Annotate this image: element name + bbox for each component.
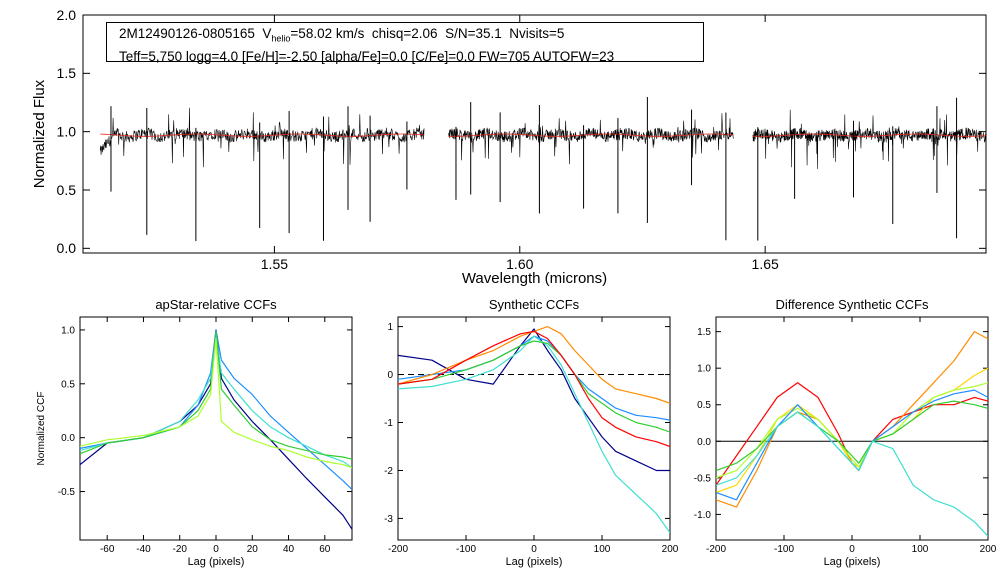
x-tick-label: -200 bbox=[706, 544, 726, 555]
x-tick-label: 100 bbox=[912, 544, 929, 555]
x-tick-label: 0 bbox=[213, 544, 219, 555]
x-tick-label: 40 bbox=[283, 544, 295, 555]
y-tick-label: 1.5 bbox=[57, 65, 77, 81]
panel-title: apStar-relative CCFs bbox=[155, 297, 277, 312]
plot-frame-2 bbox=[397, 316, 671, 541]
plot-frame-3 bbox=[715, 316, 989, 541]
y-tick-label: -3 bbox=[384, 514, 393, 525]
x-axis-label: Lag (pixels) bbox=[824, 556, 881, 568]
plot-area-3 bbox=[716, 331, 988, 537]
vhelio-value: =58.02 km/s bbox=[290, 26, 365, 41]
y-tick-label: -1.0 bbox=[694, 510, 712, 521]
ccf-series-4 bbox=[716, 382, 988, 479]
ccf-series-3 bbox=[398, 335, 670, 534]
y-tick-label: 1.0 bbox=[697, 364, 711, 375]
y-tick-label: 1.0 bbox=[57, 124, 77, 140]
chisq: chisq=2.06 bbox=[371, 26, 438, 41]
x-tick-label: -100 bbox=[456, 544, 476, 555]
x-tick-label: 1.65 bbox=[752, 256, 779, 272]
x-axis-label: Wavelength (microns) bbox=[462, 270, 607, 287]
y-tick-label: 0.5 bbox=[61, 379, 75, 390]
ccf-series-4 bbox=[80, 331, 352, 460]
x-tick-label: 200 bbox=[980, 544, 997, 555]
y-tick-label: 1 bbox=[387, 322, 393, 333]
vhelio-label: V bbox=[262, 26, 272, 41]
y-tick-label: 0.0 bbox=[697, 437, 711, 448]
y-tick-label: 0.5 bbox=[57, 182, 77, 198]
y-tick-label: -2 bbox=[384, 466, 393, 477]
x-tick-label: 0 bbox=[849, 544, 855, 555]
ccf-series-1 bbox=[398, 328, 670, 472]
ccf-series-7 bbox=[716, 411, 988, 537]
plot-area-0 bbox=[99, 97, 986, 242]
x-tick-label: -60 bbox=[100, 544, 115, 555]
nvisits: Nvisits=5 bbox=[509, 26, 565, 41]
ccf-series-4 bbox=[398, 340, 670, 433]
y-axis-label: Normalized CCF bbox=[36, 392, 47, 466]
star-id: 2M12490126-0805165 bbox=[119, 26, 255, 41]
y-tick-label: -0.5 bbox=[694, 473, 712, 484]
spectrum-model bbox=[448, 133, 734, 137]
ccf-series-3 bbox=[716, 367, 988, 494]
ccf-series-5 bbox=[80, 337, 352, 469]
x-tick-label: 0 bbox=[531, 544, 537, 555]
panel-title: Difference Synthetic CCFs bbox=[776, 297, 929, 312]
info-line-2: Teff=5,750 logg=4.0 [Fe/H]=-2.50 [alpha/… bbox=[119, 48, 615, 64]
x-tick-label: -100 bbox=[774, 544, 794, 555]
x-tick-label: 60 bbox=[319, 544, 331, 555]
vhelio-subscript: helio bbox=[271, 33, 291, 44]
y-tick-label: 0 bbox=[387, 370, 393, 381]
y-tick-label: -1 bbox=[384, 418, 393, 429]
x-tick-label: 100 bbox=[594, 544, 611, 555]
plot-frame-1 bbox=[79, 316, 353, 541]
x-axis-label: Lag (pixels) bbox=[188, 556, 245, 568]
y-tick-label: -0.5 bbox=[58, 487, 76, 498]
ccf-series-6 bbox=[716, 389, 988, 501]
x-tick-label: 1.60 bbox=[506, 256, 533, 272]
y-tick-label: 1.5 bbox=[697, 327, 711, 338]
y-tick-label: 0.0 bbox=[61, 433, 75, 444]
y-tick-label: 0.5 bbox=[697, 400, 711, 411]
y-tick-label: 2.0 bbox=[57, 7, 77, 23]
x-tick-label: 1.55 bbox=[261, 256, 288, 272]
star-info-box: 2M12490126-0805165 Vhelio=58.02 km/s chi… bbox=[106, 22, 704, 64]
x-axis-label: Lag (pixels) bbox=[506, 556, 563, 568]
y-tick-label: 0.0 bbox=[57, 240, 77, 256]
ccf-series-3 bbox=[80, 334, 352, 469]
plot-area-2 bbox=[398, 326, 670, 534]
ccf-series-1 bbox=[80, 329, 352, 530]
x-tick-label: 20 bbox=[247, 544, 259, 555]
y-axis-label: Normalized Flux bbox=[31, 79, 48, 188]
ccf-series-2 bbox=[716, 331, 988, 508]
spectrum-observed bbox=[99, 107, 425, 168]
x-tick-label: -40 bbox=[136, 544, 151, 555]
ccf-series-2 bbox=[398, 335, 670, 421]
snr: S/N=35.1 bbox=[445, 26, 502, 41]
ccf-series-2 bbox=[80, 329, 352, 490]
x-tick-label: -20 bbox=[173, 544, 188, 555]
info-line-1: 2M12490126-0805165 Vhelio=58.02 km/s chi… bbox=[119, 25, 703, 48]
ccf-series-6 bbox=[398, 330, 670, 448]
plot-area-1 bbox=[80, 329, 352, 530]
spectrum-observed bbox=[752, 109, 986, 170]
panel-title: Synthetic CCFs bbox=[489, 297, 580, 312]
spectrum-model bbox=[752, 133, 986, 137]
x-tick-label: -200 bbox=[388, 544, 408, 555]
ccf-series-5 bbox=[716, 400, 988, 472]
spectrum-observed bbox=[448, 113, 734, 165]
ccf-series-5 bbox=[398, 326, 670, 404]
y-tick-label: 1.0 bbox=[61, 325, 75, 336]
x-tick-label: 200 bbox=[662, 544, 679, 555]
